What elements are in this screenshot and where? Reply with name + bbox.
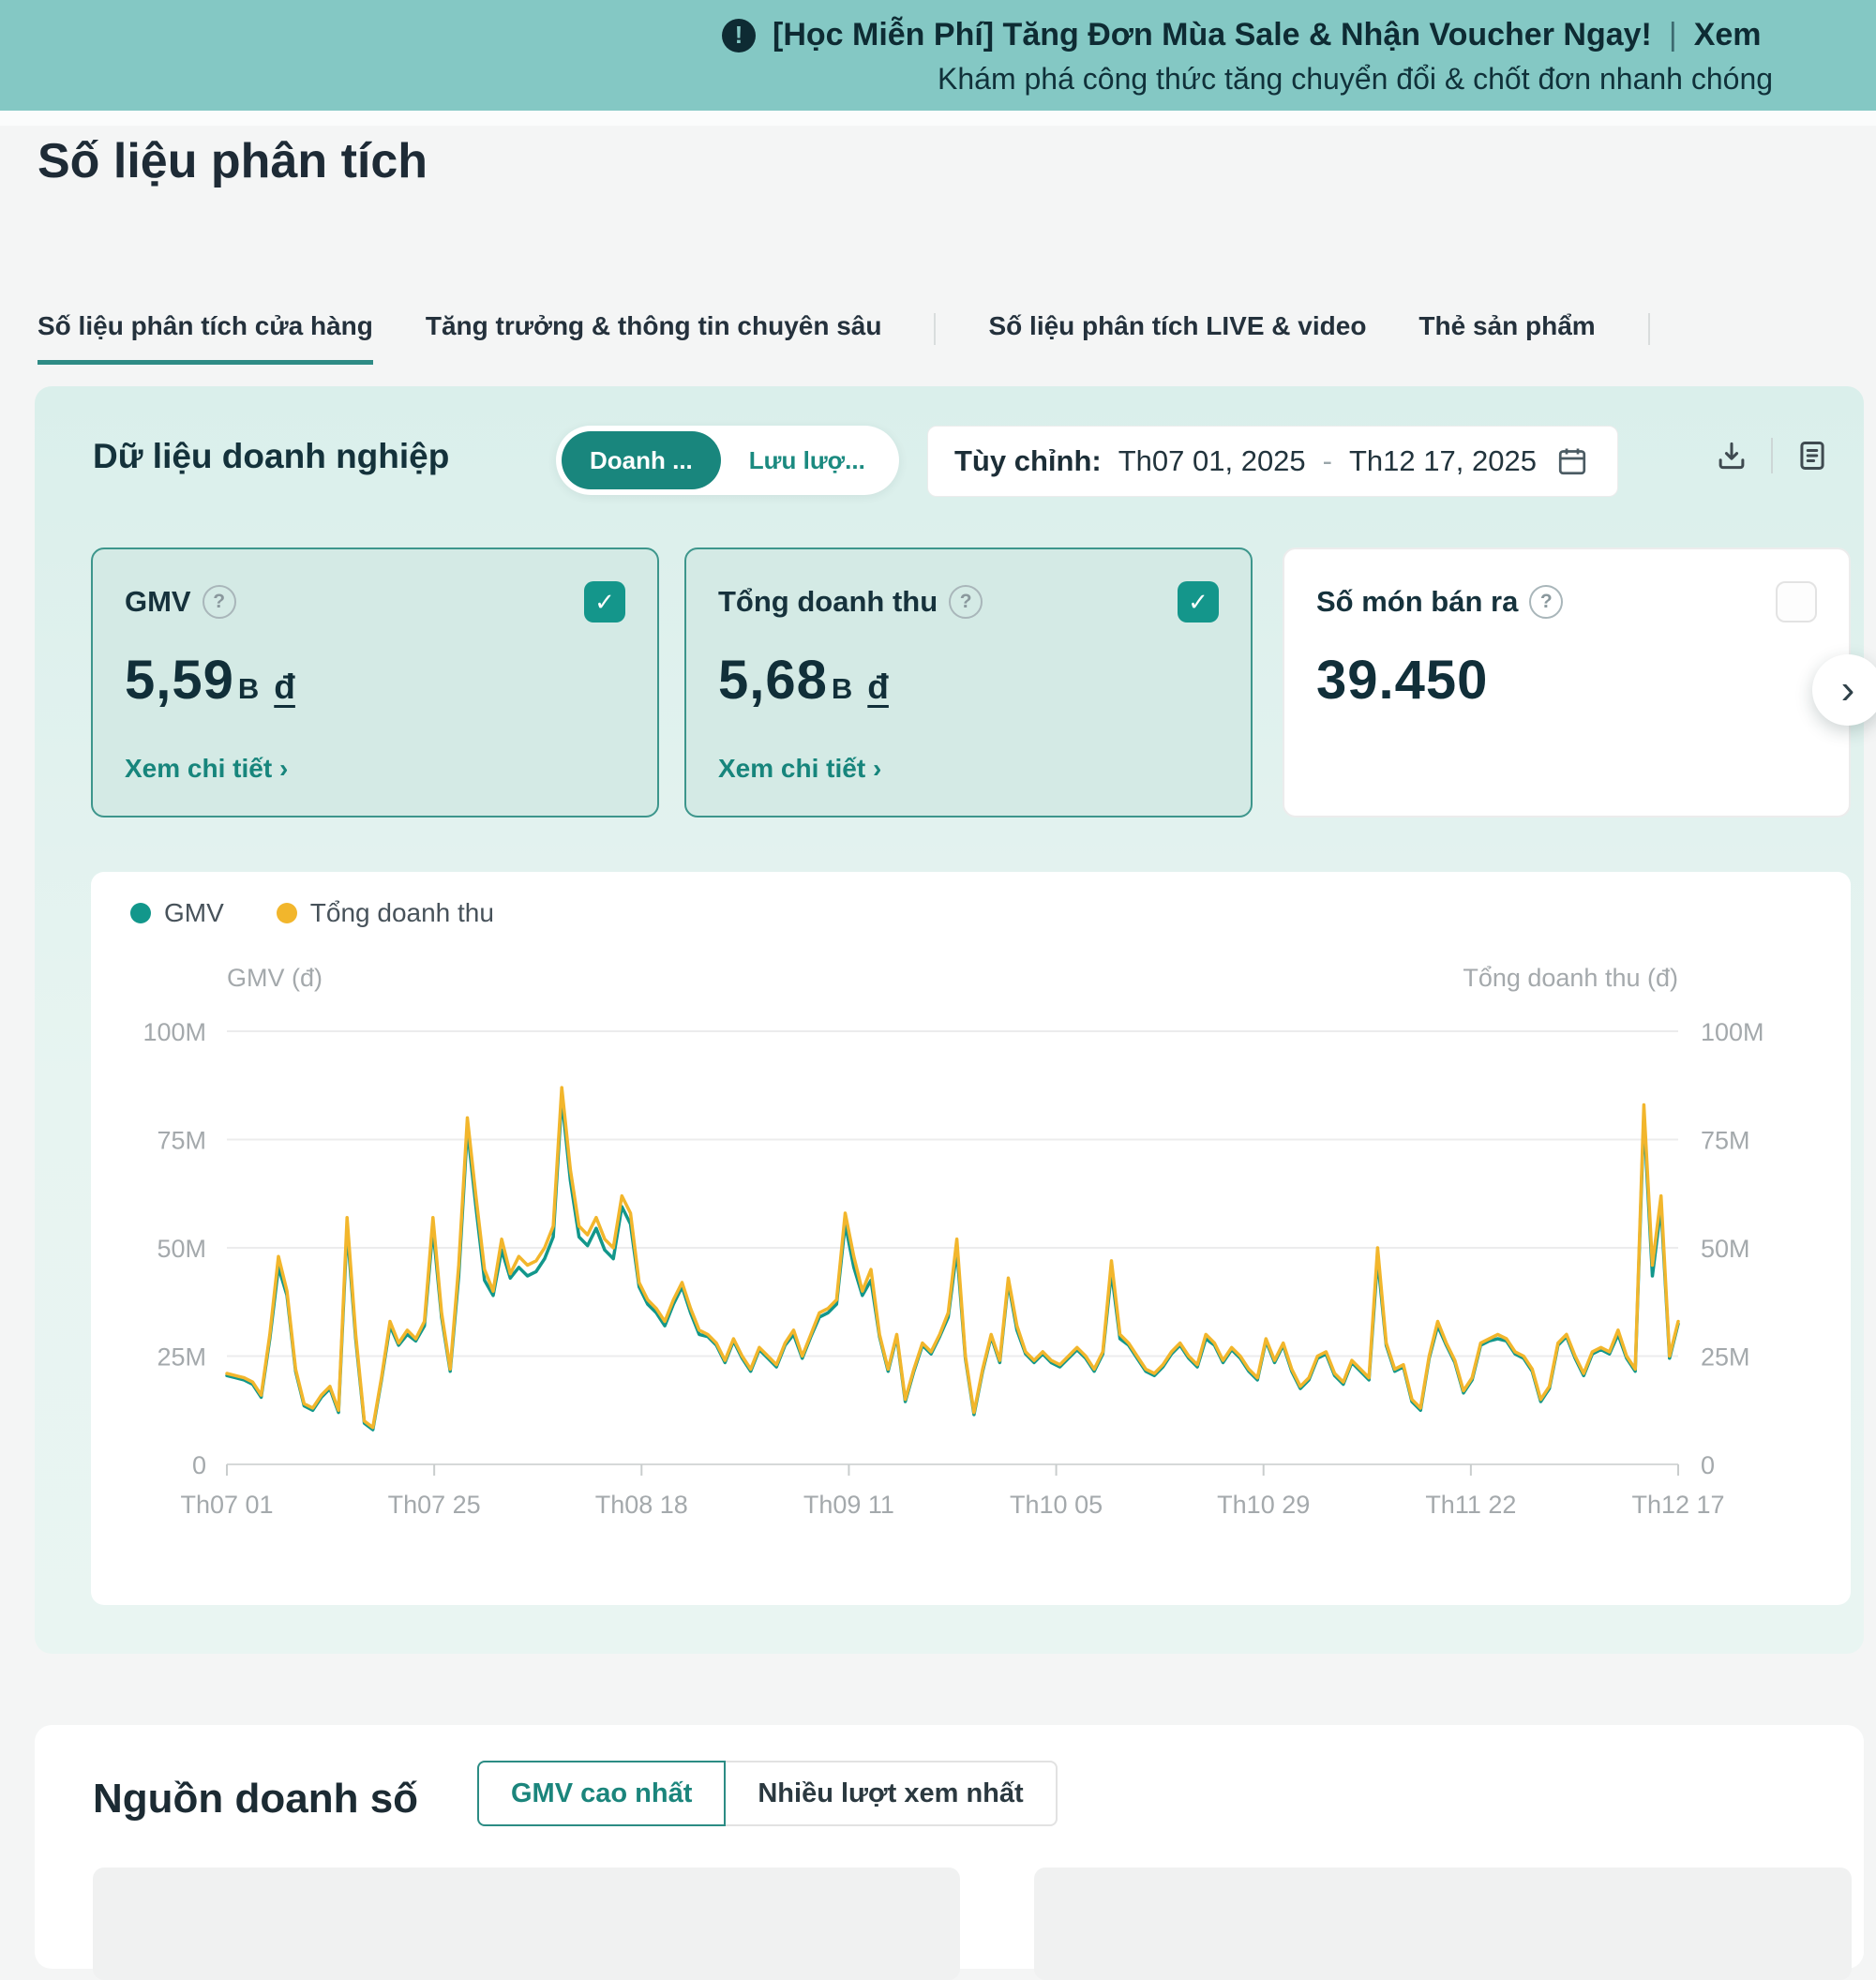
svg-text:75M: 75M — [1701, 1127, 1750, 1155]
svg-text:100M: 100M — [143, 1018, 206, 1046]
sales-source-title: Nguồn doanh số — [93, 1776, 419, 1822]
calendar-icon — [1553, 442, 1591, 480]
chart-legend: GMV Tổng doanh thu — [130, 898, 494, 928]
metric-value-main: 5,59 — [125, 650, 234, 711]
promo-text: [Học Miễn Phí] Tăng Đơn Mùa Sale & Nhận … — [773, 17, 1652, 52]
date-range-picker[interactable]: Tùy chỉnh: Th07 01, 2025 - Th12 17, 2025 — [927, 426, 1618, 497]
gmv-revenue-line-chart: 100M 100M 75M 75M 50M 50M 25M 25M 0 0 GMV (đ) Tổng … — [143, 964, 1764, 1519]
metric-label: Tổng doanh thu — [718, 585, 938, 618]
legend-item[interactable]: Tổng doanh thu — [276, 898, 494, 928]
announcement-icon: ! — [722, 18, 756, 52]
icon-divider — [1771, 438, 1773, 473]
date-range-prefix: Tùy chỉnh: — [954, 444, 1102, 477]
metric-value-suffix: B — [831, 672, 853, 705]
sales-source-card: Nguồn doanh số GMV cao nhất Nhiều lượt xe… — [35, 1725, 1864, 1980]
metric-checkbox[interactable]: ✓ — [1178, 581, 1219, 622]
promo-banner: ! [Học Miễn Phí] Tăng Đơn Mùa Sale & Nhậ… — [0, 0, 1876, 111]
svg-text:Th07 01: Th07 01 — [180, 1491, 273, 1519]
data-type-toggle: Doanh ... Lưu lượ... — [556, 426, 899, 495]
svg-text:Tổng doanh thu (đ): Tổng doanh thu (đ) — [1463, 964, 1678, 992]
svg-text:0: 0 — [1701, 1451, 1715, 1479]
promo-cta-link[interactable]: Xem — [1693, 17, 1762, 52]
sales-source-toggle: GMV cao nhất Nhiều lượt xem nhất — [477, 1761, 1058, 1826]
sales-source-tab-1[interactable]: Nhiều lượt xem nhất — [724, 1761, 1058, 1826]
svg-text:Th12 17: Th12 17 — [1631, 1491, 1724, 1519]
svg-text:Th11 22: Th11 22 — [1425, 1491, 1516, 1519]
business-data-panel: Dữ liệu doanh nghiệp Doanh ... Lưu lượ...… — [35, 386, 1876, 1654]
svg-text:GMV (đ): GMV (đ) — [227, 964, 323, 992]
legend-label: Tổng doanh thu — [309, 898, 494, 927]
promo-separator: | — [1668, 17, 1677, 52]
tab-divider — [934, 313, 937, 345]
detail-link[interactable]: Xem chi tiết › — [125, 754, 289, 783]
tab-3[interactable]: Số liệu phân tích LIVE & video — [988, 311, 1367, 340]
analytics-tabs: Số liệu phân tích cửa hàng Tăng trưởng & … — [38, 311, 1650, 365]
svg-text:75M: 75M — [157, 1127, 206, 1155]
tab-1[interactable]: Tăng trưởng & thông tin chuyên sâu — [425, 311, 882, 340]
legend-dot-icon — [130, 903, 151, 923]
promo-subtext: Khám phá công thức tăng chuyển đổi & chố… — [938, 62, 1774, 96]
metric-currency: đ — [867, 668, 889, 706]
tab-divider — [1647, 313, 1650, 345]
legend-item[interactable]: GMV — [130, 898, 224, 928]
metric-value-suffix: B — [237, 672, 260, 705]
sales-source-list-right — [1034, 1868, 1852, 1980]
report-icon[interactable] — [1793, 437, 1831, 474]
date-range-end: Th12 17, 2025 — [1349, 444, 1537, 477]
business-panel-title: Dữ liệu doanh nghiệp — [93, 437, 450, 475]
series-line-Tổng doanh thu — [225, 1086, 1680, 1430]
toggle-pill-0[interactable]: Doanh ... — [562, 431, 721, 489]
legend-dot-icon — [276, 903, 297, 923]
date-range-start: Th07 01, 2025 — [1118, 444, 1306, 477]
metric-card-header: Tổng doanh thu? ✓ — [718, 581, 1219, 622]
metric-label: Số món bán ra — [1316, 585, 1519, 618]
metric-value-main: 5,68 — [718, 650, 828, 711]
svg-text:25M: 25M — [157, 1343, 206, 1372]
svg-text:50M: 50M — [1701, 1235, 1750, 1263]
svg-text:Th07 25: Th07 25 — [388, 1491, 481, 1519]
svg-text:Th09 11: Th09 11 — [803, 1491, 894, 1519]
svg-text:0: 0 — [192, 1451, 206, 1479]
promo-banner-line1: ! [Học Miễn Phí] Tăng Đơn Mùa Sale & Nhậ… — [722, 17, 1762, 53]
metric-checkbox[interactable]: ✓ — [584, 581, 625, 622]
date-range-dash: - — [1322, 444, 1332, 477]
help-icon[interactable]: ? — [949, 585, 983, 619]
metric-label: GMV — [125, 585, 191, 618]
metric-card-header: GMV? ✓ — [125, 581, 625, 622]
tab-4[interactable]: Thẻ sản phẩm — [1418, 311, 1596, 340]
sales-source-tab-0[interactable]: GMV cao nhất — [477, 1761, 727, 1826]
metric-checkbox[interactable] — [1776, 581, 1817, 622]
metric-currency: đ — [274, 668, 295, 706]
tab-0[interactable]: Số liệu phân tích cửa hàng — [38, 311, 373, 365]
svg-text:25M: 25M — [1701, 1343, 1750, 1372]
metric-card-header: Số món bán ra? — [1316, 581, 1817, 622]
svg-text:Th08 18: Th08 18 — [595, 1491, 688, 1519]
metric-card-2[interactable]: Số món bán ra? 39.450 — [1283, 548, 1851, 818]
detail-link[interactable]: Xem chi tiết › — [718, 754, 882, 783]
panel-action-icons — [1713, 437, 1831, 474]
cards-next-button[interactable]: › — [1812, 654, 1876, 726]
help-icon[interactable]: ? — [202, 585, 236, 619]
svg-text:50M: 50M — [157, 1235, 206, 1263]
svg-text:Th10 29: Th10 29 — [1217, 1491, 1310, 1519]
download-icon[interactable] — [1713, 437, 1750, 474]
help-icon[interactable]: ? — [1529, 585, 1564, 619]
metric-value-main: 39.450 — [1316, 650, 1489, 711]
chart-card: 100M 100M 75M 75M 50M 50M 25M 25M 0 0 GMV (đ) Tổng … — [91, 872, 1851, 1605]
toggle-pill-1[interactable]: Lưu lượ... — [748, 446, 865, 474]
legend-label: GMV — [164, 898, 224, 927]
metric-value: 39.450 — [1316, 649, 1817, 712]
svg-text:100M: 100M — [1701, 1018, 1764, 1046]
banner-bottom-strip — [0, 111, 1876, 126]
sales-source-list-left — [93, 1868, 960, 1980]
svg-text:Th10 05: Th10 05 — [1010, 1491, 1103, 1519]
page-title: Số liệu phân tích — [38, 134, 428, 188]
